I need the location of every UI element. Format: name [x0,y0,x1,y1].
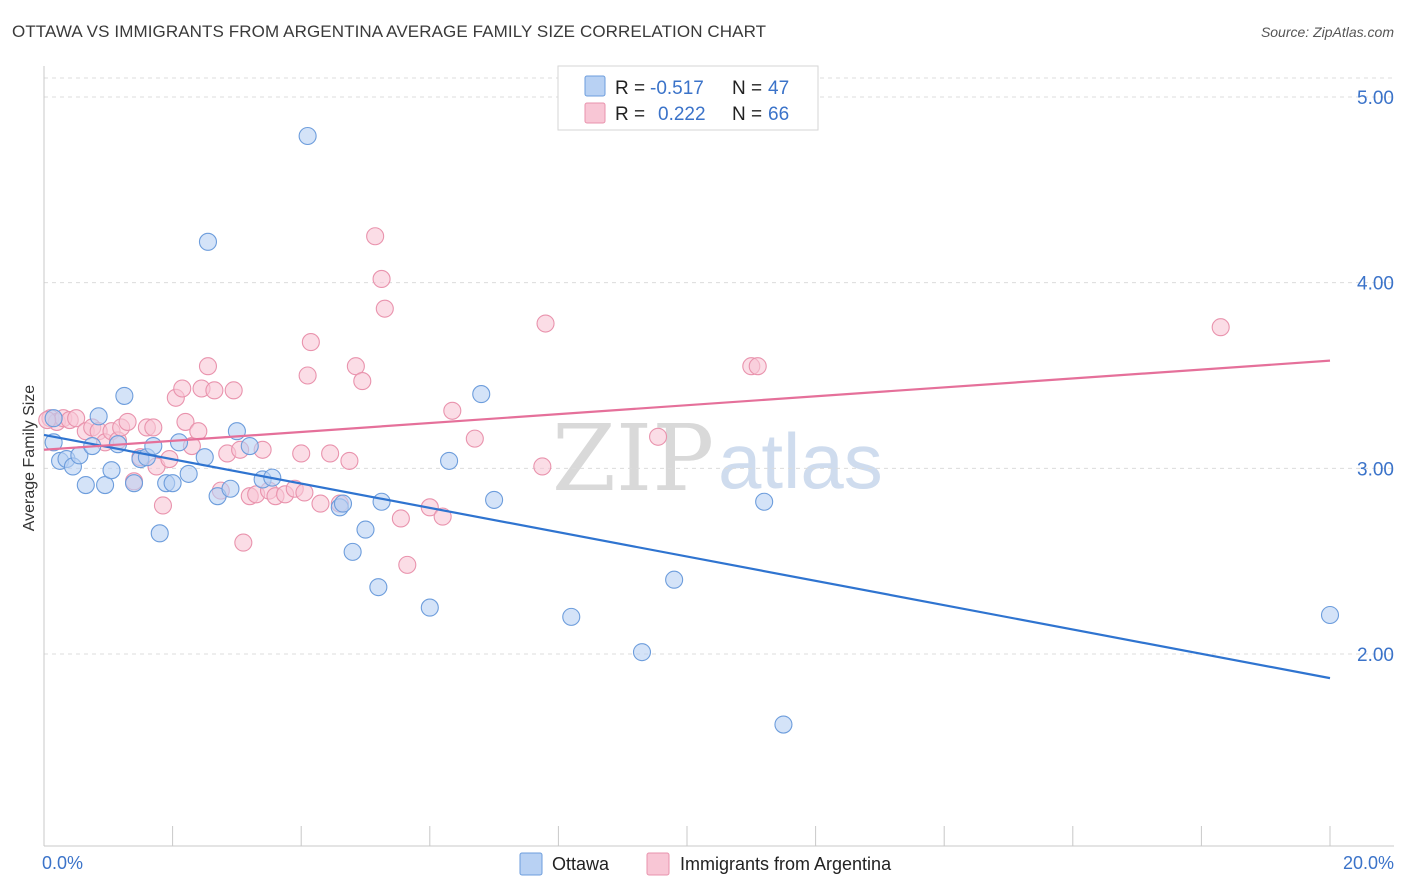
point-argentina [298,366,317,385]
point-ottawa [169,433,189,452]
point-ottawa [356,520,375,539]
legend-r-value-ottawa: -0.517 [650,78,704,99]
legend-n-value-ottawa: 47 [768,78,789,99]
point-ottawa [198,232,218,251]
point-argentina [301,333,320,352]
point-ottawa [89,407,108,426]
point-argentina [748,357,767,376]
point-argentina [649,427,668,446]
point-argentina [189,422,208,441]
point-argentina [311,494,330,513]
point-ottawa [124,474,144,493]
series-legend-label-argentina: Immigrants from Argentina [680,854,892,874]
x-tick-label-max: 20.0% [1343,853,1394,873]
point-ottawa [150,524,169,543]
point-argentina [398,555,417,574]
point-argentina [533,457,552,476]
x-tick-label-min: 0.0% [42,853,83,873]
point-argentina [295,483,314,502]
point-ottawa [369,578,388,597]
y-tick-labels: 2.00 3.00 4.00 5.00 [1357,88,1394,666]
point-argentina [433,507,452,526]
y-axis-label: Average Family Size [21,385,38,532]
watermark-atlas: atlas [718,417,883,505]
correlation-legend: R = -0.517 N = 47 R = 0.222 N = 66 [557,65,819,131]
legend-n-label-ottawa: N = [732,78,762,99]
point-ottawa [562,607,581,626]
point-ottawa [298,126,317,146]
point-argentina [372,269,391,289]
y-tick-label: 2.00 [1357,645,1394,666]
series-legend-swatch-ottawa [519,852,543,876]
trend-lines [43,359,1331,680]
point-ottawa [472,385,491,404]
point-ottawa [163,474,182,493]
y-tick-label: 3.00 [1357,459,1394,480]
point-argentina [173,379,192,398]
point-ottawa [485,490,504,509]
point-argentina [144,418,163,437]
point-argentina [224,381,243,400]
legend-swatch-ottawa [584,75,606,97]
series-legend-swatch-argentina [646,852,670,876]
point-argentina [366,227,385,246]
trend-line-argentina [43,359,1331,451]
point-ottawa [774,715,793,734]
point-argentina [205,381,224,400]
point-argentina [391,509,410,528]
point-argentina [292,444,311,463]
point-ottawa [240,437,259,456]
point-ottawa [755,492,774,511]
axes [43,66,1394,847]
point-argentina [353,372,372,391]
y-tick-label: 5.00 [1357,88,1394,109]
legend-r-label-argentina: R = [615,104,645,125]
point-argentina [321,444,340,463]
point-argentina [67,409,86,428]
trend-line-ottawa [43,433,1331,680]
y-tick-label: 4.00 [1357,274,1394,295]
point-argentina [176,412,195,431]
point-ottawa [1320,605,1340,625]
point-ottawa [343,542,362,561]
point-ottawa [632,643,652,662]
point-ottawa [102,461,121,480]
point-argentina [118,412,137,431]
point-ottawa [76,475,95,495]
point-argentina [375,299,394,318]
legend-n-value-argentina: 66 [768,104,789,125]
legend-n-label-argentina: N = [732,104,762,125]
watermark-zip: ZIP [552,405,714,512]
point-ottawa [440,451,459,470]
legend-swatch-argentina [584,102,606,124]
point-argentina [536,314,555,333]
point-ottawa [144,437,163,456]
point-argentina [234,533,253,552]
point-ottawa [420,598,439,617]
point-ottawa [179,464,198,483]
point-ottawa [372,492,391,511]
point-argentina [340,451,359,470]
legend-r-value-argentina: 0.222 [658,104,706,125]
point-ottawa [115,386,134,405]
source-credit: Source: ZipAtlas.com [1260,24,1394,40]
series-legend-label-ottawa: Ottawa [552,854,610,874]
point-argentina [153,496,173,515]
legend-r-label-ottawa: R = [615,78,645,99]
series-legend: Ottawa Immigrants from Argentina [519,852,892,876]
point-ottawa [221,479,240,498]
point-argentina [443,401,462,420]
data-points [38,126,1340,734]
point-argentina [465,429,484,448]
point-argentina [1211,318,1230,337]
chart-title: OTTAWA VS IMMIGRANTS FROM ARGENTINA AVER… [12,22,767,41]
point-argentina [198,357,218,376]
point-ottawa [44,409,63,428]
point-ottawa [665,570,684,589]
point-ottawa [333,494,353,513]
gridlines [44,77,1394,655]
